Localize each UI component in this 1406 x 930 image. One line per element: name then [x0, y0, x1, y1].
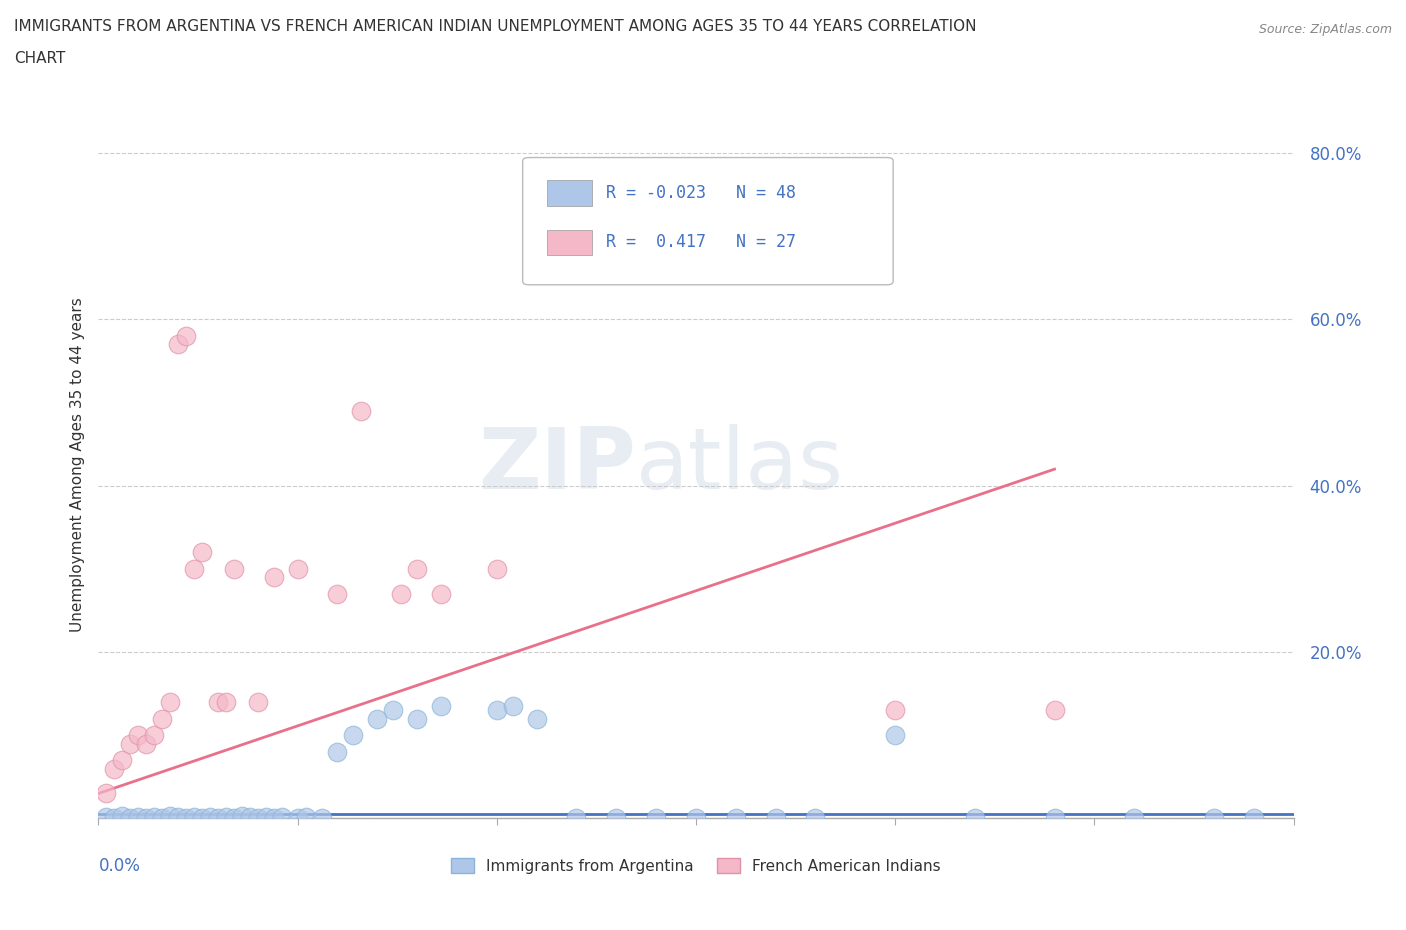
Point: [191, 810, 214, 825]
Point: [167, 809, 190, 824]
Point: [127, 809, 149, 824]
Point: [1043, 810, 1066, 825]
Point: [103, 810, 125, 825]
Point: [159, 695, 181, 710]
Point: [963, 810, 986, 825]
Point: [120, 810, 142, 825]
Point: [239, 809, 262, 824]
Point: [150, 711, 173, 726]
Point: [231, 808, 253, 823]
Point: [96, 786, 118, 801]
Legend: Immigrants from Argentina, French American Indians: Immigrants from Argentina, French Americ…: [444, 850, 948, 882]
Point: [222, 810, 245, 825]
Point: [724, 810, 747, 825]
Point: [502, 698, 524, 713]
FancyBboxPatch shape: [547, 180, 592, 206]
Text: R = -0.023   N = 48: R = -0.023 N = 48: [606, 184, 796, 202]
Point: [198, 809, 221, 824]
Point: [207, 695, 229, 710]
Point: [270, 809, 292, 824]
Point: [150, 810, 173, 825]
Point: [326, 587, 349, 602]
Point: [765, 810, 787, 825]
Point: [143, 728, 166, 743]
Y-axis label: Unemployment Among Ages 35 to 44 years: Unemployment Among Ages 35 to 44 years: [69, 298, 84, 632]
Point: [1123, 810, 1146, 825]
Point: [430, 698, 453, 713]
Point: [1043, 703, 1066, 718]
Point: [263, 570, 285, 585]
Text: IMMIGRANTS FROM ARGENTINA VS FRENCH AMERICAN INDIAN UNEMPLOYMENT AMONG AGES 35 T: IMMIGRANTS FROM ARGENTINA VS FRENCH AMER…: [14, 19, 977, 33]
Point: [111, 752, 134, 767]
FancyBboxPatch shape: [523, 157, 893, 285]
Point: [287, 810, 309, 825]
Point: [246, 810, 269, 825]
Point: [430, 587, 453, 602]
Point: [135, 737, 157, 751]
Point: [215, 695, 238, 710]
Point: [605, 810, 627, 825]
Point: [485, 703, 508, 718]
Point: [1243, 810, 1265, 825]
Text: ZIP: ZIP: [478, 423, 637, 507]
Text: CHART: CHART: [14, 51, 66, 66]
Point: [382, 703, 405, 718]
Point: [287, 562, 309, 577]
Point: [215, 809, 238, 824]
Point: [294, 809, 316, 824]
Point: [254, 809, 277, 824]
Point: [342, 728, 364, 743]
Text: atlas: atlas: [637, 423, 844, 507]
Point: [884, 703, 907, 718]
Point: [246, 695, 269, 710]
Point: [135, 810, 157, 825]
Point: [645, 810, 668, 825]
Point: [350, 404, 373, 418]
Point: [183, 809, 205, 824]
Point: [485, 562, 508, 577]
Point: [804, 810, 827, 825]
Point: [207, 810, 229, 825]
Text: Source: ZipAtlas.com: Source: ZipAtlas.com: [1258, 23, 1392, 36]
Point: [174, 328, 197, 343]
Point: [1202, 810, 1225, 825]
Point: [120, 737, 142, 751]
Point: [222, 562, 245, 577]
Point: [183, 562, 205, 577]
Text: 0.0%: 0.0%: [98, 857, 141, 875]
Point: [143, 809, 166, 824]
Point: [111, 808, 134, 823]
Point: [685, 810, 707, 825]
Point: [167, 337, 190, 352]
Point: [406, 711, 429, 726]
Text: R =  0.417   N = 27: R = 0.417 N = 27: [606, 233, 796, 251]
FancyBboxPatch shape: [547, 230, 592, 255]
Point: [263, 810, 285, 825]
Point: [565, 810, 588, 825]
Point: [103, 761, 125, 776]
Point: [96, 809, 118, 824]
Point: [389, 587, 412, 602]
Point: [174, 810, 197, 825]
Point: [526, 711, 548, 726]
Point: [884, 728, 907, 743]
Point: [326, 744, 349, 759]
Point: [191, 545, 214, 560]
Point: [406, 562, 429, 577]
Point: [127, 728, 149, 743]
Point: [311, 810, 333, 825]
Point: [366, 711, 388, 726]
Point: [159, 808, 181, 823]
